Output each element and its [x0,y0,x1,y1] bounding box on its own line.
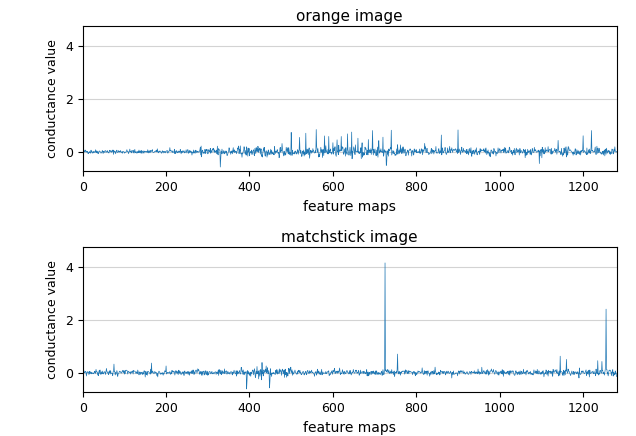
Y-axis label: conductance value: conductance value [46,260,59,379]
Y-axis label: conductance value: conductance value [46,39,59,158]
Title: matchstick image: matchstick image [282,229,418,245]
Title: orange image: orange image [296,9,403,24]
X-axis label: feature maps: feature maps [303,421,396,435]
X-axis label: feature maps: feature maps [303,200,396,214]
